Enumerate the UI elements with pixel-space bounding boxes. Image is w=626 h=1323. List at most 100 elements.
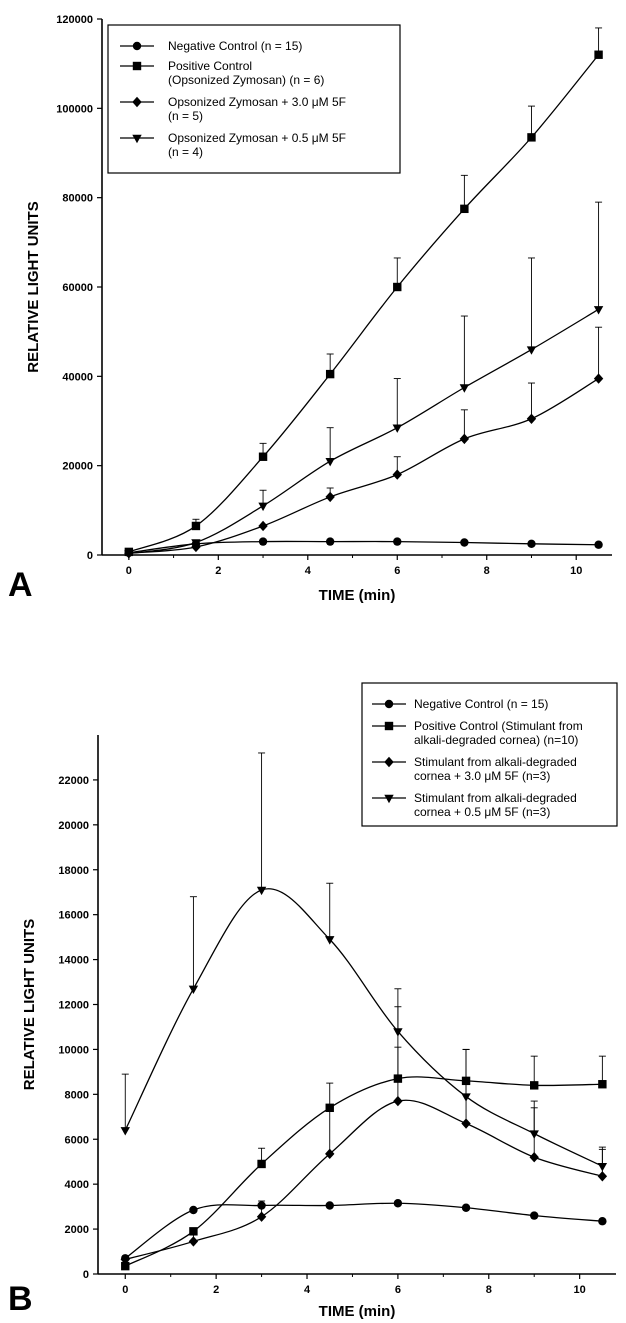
- x-tick-label: 6: [394, 565, 400, 577]
- series-2: [120, 1006, 608, 1265]
- data-point: [598, 1080, 607, 1089]
- data-point: [392, 424, 402, 433]
- x-tick-label: 10: [574, 1284, 586, 1296]
- data-point: [121, 1261, 130, 1271]
- y-tick-label: 14000: [58, 955, 89, 967]
- data-point: [256, 886, 267, 896]
- y-axis-label: RELATIVE LIGHT UNITS: [25, 201, 42, 372]
- legend-entry: Stimulant from alkali-degraded cornea + 0…: [414, 791, 577, 819]
- data-point: [597, 1171, 608, 1182]
- y-tick-label: 40000: [62, 371, 93, 383]
- data-point: [460, 204, 469, 214]
- series-3: [120, 752, 608, 1172]
- y-tick-label: 10000: [58, 1044, 89, 1056]
- data-point: [325, 369, 335, 379]
- x-tick-label: 2: [213, 1284, 219, 1296]
- legend-marker: [384, 756, 394, 768]
- series-line: [125, 1099, 603, 1261]
- legend: Negative Control (n = 15) Positive Contro…: [107, 24, 401, 174]
- panel-letter: B: [8, 1280, 33, 1318]
- legend-box: [361, 682, 618, 827]
- y-tick-label: 4000: [65, 1179, 89, 1191]
- series-0: [121, 1199, 607, 1263]
- legend-marker: [384, 794, 394, 804]
- x-axis-label: TIME (min): [319, 587, 396, 604]
- data-point: [393, 1199, 403, 1208]
- data-point: [188, 985, 199, 994]
- legend: Negative Control (n = 15) Positive Contro…: [361, 682, 618, 827]
- y-tick-label: 12000: [58, 1000, 89, 1012]
- data-point: [191, 539, 201, 548]
- legend-marker: [132, 41, 142, 51]
- y-tick-label: 8000: [65, 1089, 89, 1101]
- data-point: [325, 1201, 334, 1210]
- data-point: [120, 1254, 130, 1265]
- series-line: [124, 888, 603, 1167]
- y-tick-label: 100000: [56, 103, 93, 115]
- legend-marker: [132, 61, 142, 71]
- data-point: [593, 306, 604, 315]
- data-point: [393, 282, 402, 292]
- data-point: [459, 384, 470, 393]
- data-point: [393, 1028, 403, 1037]
- legend-entry: Positive Control (Opsonized Zymosan) (n =…: [168, 59, 324, 87]
- y-axis-label: RELATIVE LIGHT UNITS: [21, 919, 38, 1090]
- y-tick-label: 16000: [58, 910, 89, 922]
- x-tick-label: 6: [395, 1284, 401, 1296]
- data-point: [527, 539, 536, 549]
- x-tick-label: 2: [215, 565, 221, 577]
- y-tick-label: 0: [87, 550, 93, 562]
- data-point: [120, 1127, 130, 1136]
- x-axis-label: TIME (min): [319, 1303, 396, 1320]
- data-point: [597, 1163, 608, 1172]
- data-point: [460, 538, 469, 547]
- data-point: [189, 1205, 198, 1215]
- data-point: [594, 50, 603, 59]
- legend-entry: Opsonized Zymosan + 0.5 μM 5F (n = 4): [168, 131, 346, 159]
- legend-entry: Negative Control (n = 15): [168, 39, 302, 53]
- x-tick-label: 4: [305, 565, 312, 577]
- legend-marker: [384, 721, 394, 731]
- y-tick-label: 120000: [56, 14, 93, 26]
- data-point: [530, 1081, 539, 1090]
- data-point: [459, 433, 470, 445]
- legend-entry: Negative Control (n = 15): [414, 697, 548, 711]
- data-point: [526, 413, 537, 424]
- chart-panel-a: 0 20000 40000 60000 80000 100000 120000 0 2 4 6 8 10…: [8, 14, 612, 604]
- series-line: [124, 1076, 603, 1267]
- data-point: [258, 502, 268, 512]
- legend-marker: [132, 134, 142, 144]
- data-point: [325, 458, 335, 467]
- data-point: [325, 537, 335, 546]
- y-tick-label: 2000: [65, 1224, 89, 1236]
- data-point: [593, 373, 604, 384]
- y-tick-label: 18000: [58, 865, 89, 877]
- data-point: [188, 1236, 199, 1247]
- legend-entry: Positive Control (Stimulant from alkali-d…: [414, 719, 583, 747]
- y-tick-label: 60000: [62, 282, 93, 294]
- data-point: [325, 1103, 334, 1113]
- legend-entry: Opsonized Zymosan + 3.0 μM 5F (n = 5): [168, 95, 346, 123]
- data-point: [256, 1211, 267, 1222]
- data-point: [257, 1159, 266, 1169]
- chart-panel-b: 0 2000 4000 6000 8000 10000 12000 14000 16000 180…: [8, 682, 618, 1320]
- data-point: [461, 1203, 471, 1212]
- data-point: [526, 346, 537, 355]
- x-tick-label: 0: [122, 1284, 128, 1296]
- data-point: [258, 452, 268, 461]
- legend-marker: [384, 699, 394, 709]
- data-point: [258, 520, 268, 532]
- data-point: [461, 1093, 471, 1102]
- panel-letter: A: [8, 566, 33, 604]
- data-point: [594, 540, 603, 549]
- y-tick-label: 6000: [65, 1134, 89, 1146]
- data-point: [461, 1118, 471, 1129]
- legend-marker: [132, 96, 142, 108]
- series-2: [124, 326, 604, 559]
- data-point: [529, 1130, 539, 1139]
- data-point: [392, 469, 402, 480]
- series-3: [124, 201, 604, 559]
- y-tick-label: 20000: [58, 820, 89, 832]
- legend-entry: Stimulant from alkali-degraded cornea + 3…: [414, 755, 577, 783]
